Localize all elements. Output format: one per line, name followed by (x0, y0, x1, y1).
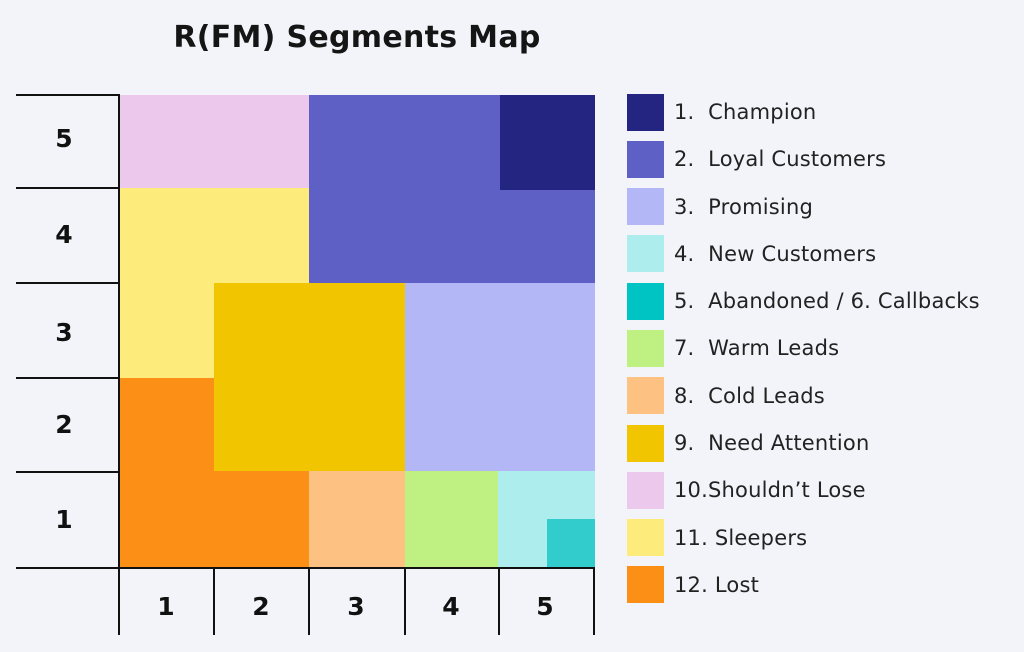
x-axis-baseline (119, 567, 595, 569)
segment-abandoned-callbacks (547, 519, 595, 568)
y-tick-label: 5 (55, 124, 73, 153)
x-tick-label: 5 (536, 592, 554, 621)
axis-vertical (118, 94, 120, 635)
legend-label: 9. Need Attention (674, 431, 870, 456)
x-axis-separator (498, 568, 500, 635)
legend-item: 9. Need Attention (627, 423, 980, 463)
y-axis-rule (16, 94, 119, 96)
legend-swatch (627, 519, 664, 557)
legend-label: 3. Promising (674, 194, 814, 219)
y-tick-label: 3 (55, 318, 73, 347)
legend-swatch (627, 329, 664, 367)
legend-swatch (627, 282, 664, 320)
legend-item: 2. Loyal Customers (627, 139, 980, 179)
legend-swatch (627, 93, 664, 131)
x-axis-separator (308, 568, 310, 635)
legend-item: 11. Sleepers (627, 518, 980, 558)
legend-swatch (627, 140, 664, 178)
x-tick-label: 2 (252, 592, 270, 621)
y-axis-rule (16, 282, 119, 284)
legend-label: 1. Champion (674, 100, 817, 124)
legend-item: 10.Shouldn’t Lose (627, 470, 980, 510)
y-tick-label: 1 (55, 505, 73, 534)
legend-item: 3. Promising (627, 187, 980, 227)
y-tick-label: 4 (55, 220, 73, 249)
legend-label: 12. Lost (674, 572, 760, 597)
chart-title: R(FM) Segments Map (173, 20, 541, 55)
x-tick-label: 4 (442, 592, 460, 621)
segments-grid: 5 4 3 2 1 1 2 3 4 5 (16, 94, 595, 635)
segment-shouldnt-lose (119, 95, 309, 188)
x-tick-label: 1 (157, 592, 175, 621)
legend-item: 5. Abandoned / 6. Callbacks (627, 281, 980, 321)
y-tick-label: 2 (55, 410, 73, 439)
segment-promising (405, 283, 595, 471)
x-axis-separator (213, 568, 215, 635)
legend-label: 10.Shouldn’t Lose (674, 478, 866, 503)
segment-need-attention (214, 283, 405, 471)
legend-swatch (627, 188, 664, 226)
legend-swatch (627, 235, 664, 273)
legend-item: 8. Cold Leads (627, 376, 980, 416)
legend-label: 4. New Customers (674, 241, 877, 266)
y-axis-rule (16, 377, 119, 379)
y-axis-rule (16, 567, 119, 569)
x-axis-separator (404, 568, 406, 635)
x-axis-separator (593, 568, 595, 635)
legend-swatch (627, 471, 664, 509)
legend-swatch (627, 566, 664, 604)
y-axis-rule (16, 187, 119, 189)
x-tick-label: 3 (347, 592, 365, 621)
y-axis-rule (16, 471, 119, 473)
legend-label: 2. Loyal Customers (674, 147, 887, 172)
legend-swatch (627, 377, 664, 415)
legend-label: 11. Sleepers (674, 525, 808, 550)
legend-item: 12. Lost (627, 565, 980, 605)
legend-label: 5. Abandoned / 6. Callbacks (674, 289, 980, 314)
legend: 1. Champion 2. Loyal Customers 3. Promisin… (627, 92, 980, 612)
legend-item: 4. New Customers (627, 234, 980, 274)
legend-label: 8. Cold Leads (674, 383, 825, 408)
legend-item: 7. Warm Leads (627, 328, 980, 368)
segment-champion (500, 95, 595, 190)
legend-item: 1. Champion (627, 92, 980, 132)
legend-label: 7. Warm Leads (674, 336, 840, 361)
segment-cold-leads (309, 471, 405, 568)
legend-swatch (627, 424, 664, 462)
segment-warm-leads (405, 471, 498, 568)
